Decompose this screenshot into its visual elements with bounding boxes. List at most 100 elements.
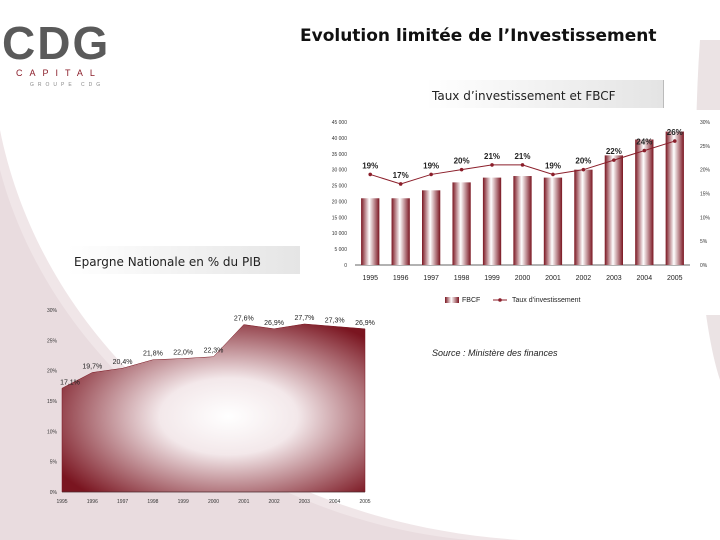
investment-rate-point	[429, 172, 433, 177]
fbcf-bar	[452, 182, 471, 265]
savings-data-label: 22,0%	[173, 350, 193, 357]
investment-rate-label: 19%	[423, 161, 439, 170]
left-tick-label: 25 000	[332, 184, 348, 190]
logo: CDG CAPITAL GROUPE CDG	[2, 20, 122, 90]
left-tick-label: 30 000	[332, 168, 348, 174]
left-tick-label: 35 000	[332, 152, 348, 158]
y-tick-label: 15%	[47, 399, 58, 405]
investment-rate-label: 21%	[484, 152, 500, 161]
x-tick-label: 1996	[87, 499, 98, 505]
x-tick-label: 2000	[208, 499, 219, 505]
x-tick-label: 1998	[147, 499, 158, 505]
x-tick-label: 2002	[576, 275, 592, 282]
x-tick-label: 1995	[362, 275, 378, 282]
y-tick-label: 10%	[47, 429, 58, 435]
investment-rate-label: 20%	[454, 157, 470, 166]
x-tick-label: 2000	[515, 275, 531, 282]
chart1-label: Taux d’investissement et FBCF	[426, 80, 664, 108]
fbcf-bar	[391, 198, 410, 265]
fbcf-bar	[665, 131, 684, 265]
right-tick-label: 0%	[700, 263, 708, 269]
chart2-label: Epargne Nationale en % du PIB	[68, 246, 308, 274]
investment-rate-point	[551, 172, 555, 177]
savings-data-label: 17,1%	[60, 379, 80, 386]
left-tick-label: 10 000	[332, 231, 348, 237]
investment-rate-point	[642, 148, 647, 153]
left-tick-label: 5 000	[334, 247, 347, 253]
right-tick-label: 20%	[700, 168, 711, 174]
investment-chart: 0 5 000 10 000 15 000 20 000 25 000 30 000 35 0…	[300, 110, 720, 315]
investment-rate-point	[520, 163, 525, 167]
y-tick-label: 20%	[47, 369, 58, 375]
fbcf-bar	[604, 155, 623, 265]
savings-chart: 0% 5% 10% 15% 20% 25% 30% 17,1% 19,7% 20,4% 21,8% 2…	[47, 308, 375, 505]
savings-data-label: 21,8%	[143, 351, 163, 358]
left-tick-label: 40 000	[332, 136, 348, 142]
x-tick-label: 2002	[269, 499, 280, 505]
page-title: Evolution limitée de l’Investissement	[300, 26, 657, 46]
left-tick-label: 45 000	[332, 120, 348, 126]
x-tick-label: 1995	[56, 499, 67, 505]
x-tick-label: 2004	[637, 275, 653, 282]
savings-area	[61, 323, 366, 493]
left-tick-label: 20 000	[332, 199, 348, 205]
x-tick-label: 1999	[484, 275, 500, 282]
investment-rate-point	[459, 167, 464, 172]
savings-data-label: 22,3%	[204, 348, 224, 355]
investment-rate-label: 19%	[545, 161, 561, 170]
logo-subtitle-group: GROUPE CDG	[30, 82, 105, 88]
fbcf-bar	[361, 198, 380, 265]
investment-rate-label: 26%	[667, 128, 683, 137]
savings-data-label: 19,7%	[82, 363, 102, 370]
investment-rate-point	[490, 163, 494, 167]
x-tick-label: 2001	[238, 499, 249, 505]
x-tick-label: 1998	[454, 275, 470, 282]
x-tick-label: 1997	[423, 275, 439, 282]
investment-rate-point	[672, 139, 677, 143]
fbcf-bar	[635, 139, 654, 265]
investment-rate-point	[398, 182, 403, 186]
savings-data-label: 20,4%	[113, 359, 133, 366]
investment-rate-point	[368, 172, 373, 177]
savings-data-label: 26,9%	[355, 320, 375, 327]
investment-rate-label: 19%	[362, 161, 378, 170]
x-tick-label: 2004	[329, 499, 340, 505]
investment-rate-label: 17%	[393, 171, 409, 180]
right-tick-label: 10%	[700, 215, 711, 221]
investment-rate-point	[581, 167, 586, 172]
x-tick-label: 2005	[359, 499, 370, 505]
y-tick-label: 5%	[50, 460, 58, 466]
investment-rate-label: 20%	[575, 157, 591, 166]
legend-rate-marker	[498, 298, 502, 302]
savings-data-label: 27,3%	[325, 317, 345, 324]
fbcf-bar	[513, 176, 532, 265]
right-tick-label: 25%	[700, 144, 711, 150]
investment-rate-point	[612, 158, 616, 162]
logo-subtitle: CAPITAL	[16, 68, 102, 78]
investment-rate-label: 24%	[636, 138, 652, 147]
left-tick-label: 0	[344, 263, 347, 269]
x-tick-label: 1997	[117, 499, 128, 505]
savings-data-label: 26,9%	[264, 320, 284, 327]
x-tick-label: 1999	[178, 499, 189, 505]
fbcf-bar	[543, 177, 563, 265]
y-tick-label: 25%	[47, 338, 58, 344]
y-tick-label: 30%	[47, 308, 58, 314]
left-tick-label: 15 000	[332, 215, 348, 221]
legend-fbcf-swatch	[445, 297, 459, 303]
y-tick-label: 0%	[50, 490, 58, 496]
x-tick-label: 2003	[606, 275, 622, 282]
logo-text: CDG	[2, 17, 111, 69]
fbcf-bar	[482, 177, 502, 265]
right-tick-label: 15%	[700, 192, 711, 198]
legend-rate-label: Taux d’investissement	[512, 297, 581, 304]
x-tick-label: 2003	[299, 499, 310, 505]
right-tick-label: 5%	[700, 239, 708, 245]
investment-rate-label: 21%	[514, 152, 530, 161]
savings-data-label: 27,7%	[294, 315, 314, 322]
right-tick-label: 30%	[700, 120, 711, 126]
legend-fbcf-label: FBCF	[462, 297, 480, 304]
fbcf-bar	[574, 169, 593, 265]
x-tick-label: 2001	[545, 275, 561, 282]
x-tick-label: 1996	[393, 275, 409, 282]
